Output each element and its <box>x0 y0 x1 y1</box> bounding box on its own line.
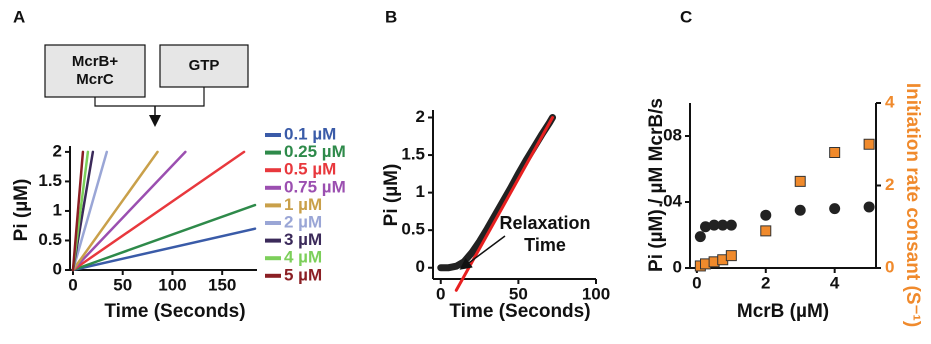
y-tick-label: 1 <box>416 182 425 201</box>
x-tick-label: 50 <box>113 275 132 294</box>
y-tick-label: 0.5 <box>38 230 62 249</box>
data-point <box>725 219 737 231</box>
y-axis-label: Pi (µM) / µM McrB/s <box>646 98 667 272</box>
data-line <box>71 203 257 272</box>
data-point <box>794 175 806 187</box>
data-line <box>71 150 109 272</box>
data-point <box>829 147 841 158</box>
legend-label: 2 µM <box>284 212 322 231</box>
data-point <box>863 138 875 150</box>
data-line <box>71 150 246 272</box>
data-point <box>829 203 841 215</box>
data-point <box>717 219 729 231</box>
data-point <box>760 225 772 237</box>
panel-label: C <box>680 7 692 26</box>
data-line <box>71 227 257 272</box>
panel-label: B <box>385 7 397 26</box>
data-line <box>71 150 85 272</box>
y2-tick-label: 4 <box>885 92 895 111</box>
y-tick-label: .04 <box>658 191 682 210</box>
y-tick-label: 1 <box>53 200 62 219</box>
x-tick-label: 100 <box>582 284 610 303</box>
data-point <box>694 231 706 243</box>
x-tick-label: 100 <box>158 275 186 294</box>
legend-label: 0.1 µM <box>284 124 336 143</box>
diagram-text: McrC <box>76 71 114 88</box>
y-tick-label: 1.5 <box>38 171 62 190</box>
legend-label: 0.75 µM <box>284 177 346 196</box>
data-line <box>454 116 555 292</box>
y2-tick-label: 2 <box>885 175 894 194</box>
diagram-connector <box>94 87 205 107</box>
annotation: Relaxation <box>499 213 590 233</box>
data-point <box>725 250 737 262</box>
data-point <box>863 201 875 213</box>
legend-label: 1 µM <box>284 195 322 214</box>
data-point <box>760 209 772 221</box>
x-tick-label: 0 <box>68 275 77 294</box>
x-axis-label: McrB (µM) <box>737 301 829 322</box>
legend-label: 0.5 µM <box>284 160 336 179</box>
diagram-text: McrB+ <box>72 53 119 70</box>
y-tick-label: 0 <box>416 257 425 276</box>
y-axis-label: Pi (µM) <box>11 179 32 242</box>
y-tick-label: 0.5 <box>401 220 425 239</box>
y2-tick-label: 0 <box>885 257 894 276</box>
x-tick-label: 4 <box>830 273 840 292</box>
legend-label: 5 µM <box>284 265 322 284</box>
y-tick-label: 2 <box>53 141 62 160</box>
diagram-text: GTP <box>189 57 220 74</box>
x-axis-label: Time (Seconds) <box>104 301 245 322</box>
annotation: Time <box>524 235 566 255</box>
panel-label: A <box>13 7 25 26</box>
data-point <box>708 219 720 231</box>
diagram-box <box>159 44 249 88</box>
y-tick-label: 1.5 <box>401 145 425 164</box>
y-axis-label: Pi (µM) <box>381 164 402 227</box>
data-point <box>700 221 711 233</box>
x-tick-label: 0 <box>692 273 701 292</box>
x-tick-label: 0 <box>436 284 445 303</box>
x-tick-label: 50 <box>509 284 528 303</box>
y2-axis-label: Initiation rate consant (S⁻¹) <box>902 83 923 327</box>
legend-label: 3 µM <box>284 230 322 249</box>
y-tick-label: 2 <box>416 107 425 126</box>
y-tick-label: .08 <box>658 125 682 144</box>
annotation-arrow <box>459 235 506 270</box>
x-tick-label: 2 <box>761 273 770 292</box>
y-tick-label: 0 <box>673 257 682 276</box>
data-line <box>71 150 187 272</box>
data-line <box>71 150 159 272</box>
y-tick-label: 0 <box>53 259 62 278</box>
legend-label: 0.25 µM <box>284 142 346 161</box>
legend-label: 4 µM <box>284 248 322 267</box>
x-axis-label: Time (Seconds) <box>449 301 590 322</box>
x-tick-label: 150 <box>208 275 236 294</box>
data-point <box>794 204 806 216</box>
